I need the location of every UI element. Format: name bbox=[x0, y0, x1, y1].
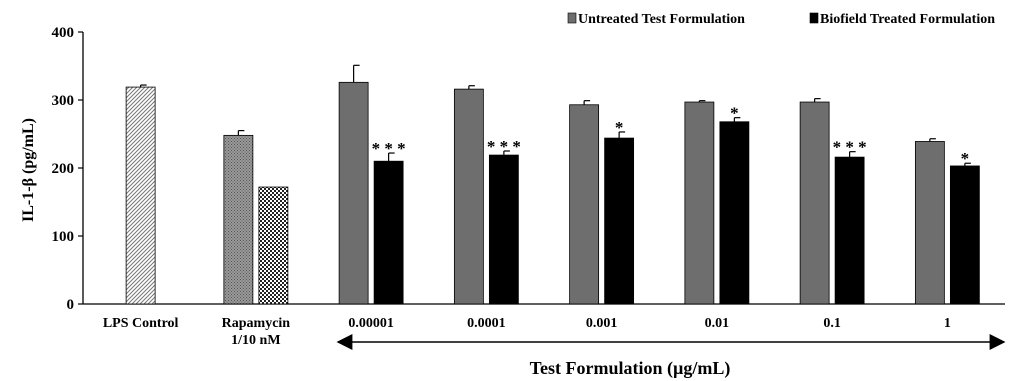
significance-marker: * bbox=[615, 118, 624, 137]
significance-marker: * * * bbox=[372, 139, 406, 158]
untreated-bar bbox=[914, 141, 945, 305]
bars: * * * * * * * * * * * * bbox=[125, 64, 980, 305]
x-axis-labels: LPS Control Rapamycin 1/10 nM 0.00001 0.0001… bbox=[103, 316, 951, 348]
x-tick-label: 0.0001 bbox=[467, 316, 506, 331]
legend-label: Biofield Treated Formulation bbox=[820, 12, 995, 27]
x-tick-label: 0.001 bbox=[586, 316, 618, 331]
x-tick-label: LPS Control bbox=[103, 316, 179, 331]
y-tick-label: 100 bbox=[52, 229, 75, 245]
untreated-bar bbox=[453, 88, 484, 305]
control-bar bbox=[258, 186, 289, 305]
control-bar bbox=[125, 86, 156, 305]
control-bar bbox=[223, 134, 254, 305]
significance-marker: * bbox=[730, 104, 739, 123]
x-tick-label: 0.1 bbox=[823, 316, 841, 331]
untreated-bar bbox=[799, 101, 830, 305]
y-axis-title: IL-1-β (pg/mL) bbox=[20, 118, 37, 222]
x-tick-label: 0.01 bbox=[705, 316, 730, 331]
legend-label: Untreated Test Formulation bbox=[578, 12, 745, 27]
significance-marker: * * * bbox=[833, 138, 867, 157]
treated-bar bbox=[604, 137, 635, 305]
x-tick-label: 1/10 nM bbox=[231, 333, 280, 348]
treated-bar bbox=[949, 165, 980, 305]
x-tick-label: Rapamycin bbox=[222, 316, 291, 331]
treated-bar bbox=[719, 121, 750, 305]
x-tick-label: 1 bbox=[944, 316, 951, 331]
x-axis-title: Test Formulation (µg/mL) bbox=[530, 358, 731, 379]
treated-bar bbox=[373, 160, 404, 305]
legend: Untreated Test Formulation Biofield Treat… bbox=[567, 12, 995, 27]
x-tick-label: 0.00001 bbox=[348, 316, 394, 331]
untreated-bar bbox=[569, 104, 600, 305]
untreated-bar bbox=[338, 81, 369, 305]
y-axis-ticks: 0 100 200 300 400 bbox=[52, 25, 83, 313]
y-tick-label: 300 bbox=[52, 93, 75, 109]
y-tick-label: 200 bbox=[52, 161, 75, 177]
treated-bar bbox=[488, 154, 519, 305]
significance-marker: * bbox=[961, 149, 970, 168]
y-tick-label: 0 bbox=[67, 297, 75, 313]
legend-swatch bbox=[567, 12, 577, 24]
treated-bar bbox=[834, 156, 865, 305]
axes bbox=[82, 32, 1005, 305]
untreated-bar bbox=[684, 101, 715, 305]
legend-swatch bbox=[809, 12, 819, 24]
significance-marker: * * * bbox=[487, 137, 521, 156]
y-tick-label: 400 bbox=[52, 25, 75, 41]
